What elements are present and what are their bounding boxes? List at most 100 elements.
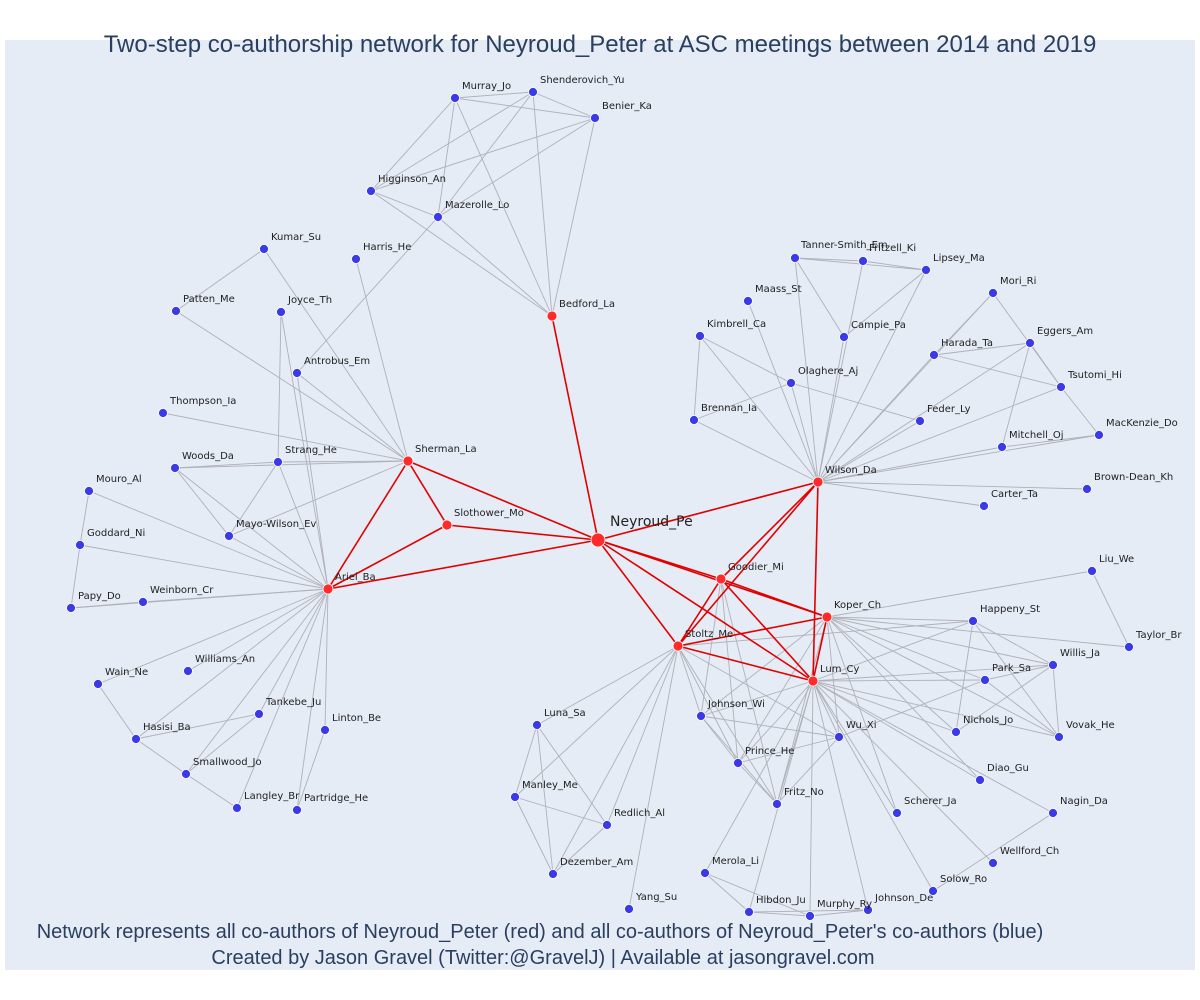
node-murray-jo[interactable] bbox=[450, 93, 460, 103]
node-woods-da[interactable] bbox=[170, 463, 180, 473]
node-linton-be[interactable] bbox=[320, 725, 330, 735]
node-label-goddard-ni: Goddard_Ni bbox=[87, 528, 145, 539]
node-nichols-jo[interactable] bbox=[951, 727, 961, 737]
node-diao-gu[interactable] bbox=[975, 775, 985, 785]
node-solow-ro[interactable] bbox=[928, 886, 938, 896]
edge-wilson-da-lipsey-ma bbox=[817, 269, 927, 483]
chart-title: Two-step co-authorship network for Neyro… bbox=[104, 31, 1097, 58]
node-label-wu-xi: Wu_Xi bbox=[846, 720, 877, 731]
node-manley-me[interactable] bbox=[510, 792, 520, 802]
node-yang-su[interactable] bbox=[624, 904, 634, 914]
node-hasisi-ba[interactable] bbox=[131, 734, 141, 744]
node-sherman-la[interactable] bbox=[402, 455, 414, 467]
node-label-strang-he: Strang_He bbox=[285, 445, 337, 456]
edge-lum-cy-johnson-wi bbox=[700, 680, 814, 717]
node-wu-xi[interactable] bbox=[834, 732, 844, 742]
node-langley-br[interactable] bbox=[232, 803, 242, 813]
node-strang-he[interactable] bbox=[273, 457, 283, 467]
node-harada-ta[interactable] bbox=[929, 350, 939, 360]
node-papy-do[interactable] bbox=[66, 603, 76, 613]
node-ariel-ba[interactable] bbox=[322, 583, 334, 595]
node-tsutomi-hi[interactable] bbox=[1056, 382, 1066, 392]
node-brennan-ia[interactable] bbox=[689, 415, 699, 425]
node-stoltz-me[interactable] bbox=[672, 640, 684, 652]
node-williams-an[interactable] bbox=[183, 666, 193, 676]
node-bedford-la[interactable] bbox=[546, 310, 558, 322]
node-harris-he[interactable] bbox=[351, 254, 361, 264]
node-carter-ta[interactable] bbox=[979, 501, 989, 511]
node-mouro-al[interactable] bbox=[84, 486, 94, 496]
node-partridge-he[interactable] bbox=[292, 805, 302, 815]
node-happeny-st[interactable] bbox=[968, 616, 978, 626]
edge-sherman-la-antrobus-em bbox=[296, 372, 409, 462]
edge-koper-ch-taylor-br bbox=[826, 616, 1130, 648]
node-eggers-am[interactable] bbox=[1025, 338, 1035, 348]
node-label-mazerolle-lo: Mazerolle_Lo bbox=[445, 200, 509, 211]
node-joyce-th[interactable] bbox=[276, 307, 286, 317]
node-mackenzie-do[interactable] bbox=[1094, 430, 1104, 440]
node-benier-ka[interactable] bbox=[590, 113, 600, 123]
node-thompson-ia[interactable] bbox=[158, 408, 168, 418]
node-label-wilson-da: Wilson_Da bbox=[825, 465, 877, 476]
node-shenderovich-yu[interactable] bbox=[528, 87, 538, 97]
node-patten-me[interactable] bbox=[171, 306, 181, 316]
edge-merola-li-murphy-ry bbox=[704, 872, 811, 917]
node-wain-ne[interactable] bbox=[93, 679, 103, 689]
node-dezember-am[interactable] bbox=[548, 869, 558, 879]
edge-manley-me-dezember-am bbox=[514, 796, 554, 875]
node-merola-li[interactable] bbox=[700, 868, 710, 878]
node-brown-dean-kh[interactable] bbox=[1082, 484, 1092, 494]
node-weinborn-cr[interactable] bbox=[138, 597, 148, 607]
edge-kimbrell-ca-olaghere-aj bbox=[699, 335, 792, 384]
node-wilson-da[interactable] bbox=[812, 476, 824, 488]
node-johnson-de[interactable] bbox=[863, 905, 873, 915]
node-scherer-ja[interactable] bbox=[892, 808, 902, 818]
node-lipsey-ma[interactable] bbox=[921, 265, 931, 275]
node-label-kumar-su: Kumar_Su bbox=[271, 232, 321, 243]
node-johnson-wi[interactable] bbox=[696, 711, 706, 721]
node-kumar-su[interactable] bbox=[259, 244, 269, 254]
node-olaghere-aj[interactable] bbox=[786, 378, 796, 388]
node-mitchell-oj[interactable] bbox=[997, 442, 1007, 452]
edge-bedford-la-benier-ka bbox=[551, 117, 596, 317]
node-taylor-br[interactable] bbox=[1124, 642, 1134, 652]
edge-wilson-da-harada-ta bbox=[817, 354, 935, 483]
node-maass-st[interactable] bbox=[743, 296, 753, 306]
node-willis-ja[interactable] bbox=[1048, 660, 1058, 670]
node-antrobus-em[interactable] bbox=[292, 368, 302, 378]
node-label-papy-do: Papy_Do bbox=[78, 591, 121, 602]
node-label-redlich-al: Redlich_Al bbox=[614, 808, 665, 819]
node-kimbrell-ca[interactable] bbox=[695, 331, 705, 341]
node-slothower-mo[interactable] bbox=[441, 519, 453, 531]
node-mori-ri[interactable] bbox=[988, 288, 998, 298]
node-campie-pa[interactable] bbox=[839, 332, 849, 342]
node-smallwood-jo[interactable] bbox=[181, 769, 191, 779]
node-murphy-ry[interactable] bbox=[805, 911, 815, 921]
edge-koper-ch-liu-we bbox=[826, 570, 1093, 618]
node-hibdon-ju[interactable] bbox=[744, 907, 754, 917]
node-lum-cy[interactable] bbox=[807, 675, 819, 687]
node-liu-we[interactable] bbox=[1087, 566, 1097, 576]
node-feder-ly[interactable] bbox=[915, 416, 925, 426]
node-nagin-da[interactable] bbox=[1048, 808, 1058, 818]
node-wellford-ch[interactable] bbox=[988, 858, 998, 868]
node-luna-sa[interactable] bbox=[532, 720, 542, 730]
node-tanner-smith-em[interactable] bbox=[790, 253, 800, 263]
node-koper-ch[interactable] bbox=[821, 611, 833, 623]
node-goddard-ni[interactable] bbox=[75, 540, 85, 550]
node-redlich-al[interactable] bbox=[602, 820, 612, 830]
node-higginson-an[interactable] bbox=[366, 186, 376, 196]
node-mayo-wilson-ev[interactable] bbox=[224, 531, 234, 541]
node-label-langley-br: Langley_Br bbox=[244, 791, 300, 802]
node-mazerolle-lo[interactable] bbox=[433, 212, 443, 222]
node-fritz-no[interactable] bbox=[772, 799, 782, 809]
node-prince-he[interactable] bbox=[733, 758, 743, 768]
node-fritzell-ki[interactable] bbox=[858, 256, 868, 266]
node-neyroud-pe[interactable] bbox=[590, 532, 606, 548]
node-goodier-mi[interactable] bbox=[715, 573, 727, 585]
edge-willis-ja-park-sa bbox=[984, 664, 1054, 681]
node-park-sa[interactable] bbox=[980, 675, 990, 685]
node-label-ariel-ba: Ariel_Ba bbox=[335, 572, 376, 583]
node-vovak-he[interactable] bbox=[1054, 732, 1064, 742]
node-tankebe-ju[interactable] bbox=[254, 709, 264, 719]
